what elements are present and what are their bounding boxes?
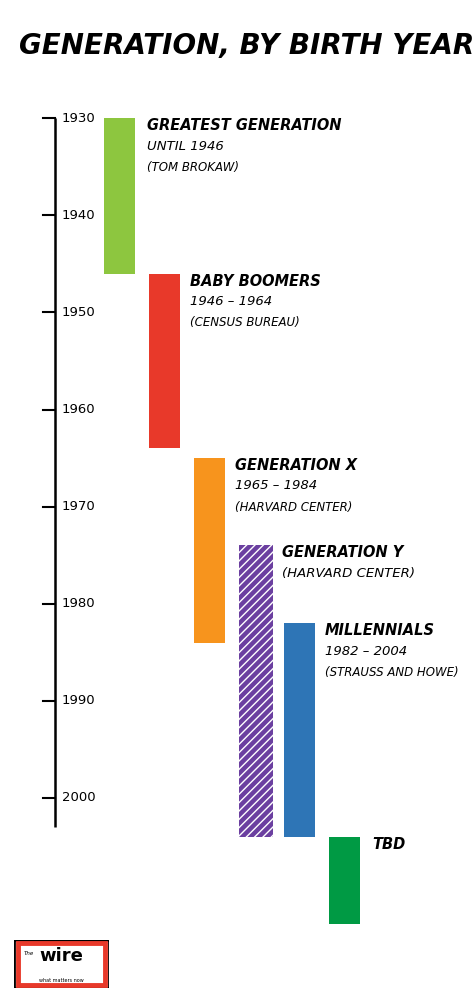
Text: GENERATION Y: GENERATION Y xyxy=(282,545,403,560)
Bar xyxy=(239,545,273,837)
Text: 2000: 2000 xyxy=(62,791,95,804)
Text: 1960: 1960 xyxy=(62,403,95,416)
Text: what matters now: what matters now xyxy=(39,978,84,983)
Bar xyxy=(104,118,135,274)
Text: (STRAUSS AND HOWE): (STRAUSS AND HOWE) xyxy=(325,666,458,679)
Bar xyxy=(149,274,180,449)
Text: 1930: 1930 xyxy=(62,112,95,125)
Text: BABY BOOMERS: BABY BOOMERS xyxy=(190,274,320,289)
Bar xyxy=(239,545,273,837)
Text: 1982 – 2004: 1982 – 2004 xyxy=(325,644,407,657)
Bar xyxy=(18,943,105,985)
Text: TBD: TBD xyxy=(372,837,405,852)
Text: GENERATION X: GENERATION X xyxy=(235,458,356,473)
Text: 1970: 1970 xyxy=(62,500,95,513)
Text: GENERATION, BY BIRTH YEAR: GENERATION, BY BIRTH YEAR xyxy=(19,32,474,60)
Text: 1940: 1940 xyxy=(62,209,95,221)
Text: The: The xyxy=(24,951,34,956)
Text: UNTIL 1946: UNTIL 1946 xyxy=(147,140,224,153)
Text: 1946 – 1964: 1946 – 1964 xyxy=(190,295,272,308)
Text: 1980: 1980 xyxy=(62,597,95,611)
Bar xyxy=(194,458,225,642)
Text: GREATEST GENERATION: GREATEST GENERATION xyxy=(147,118,341,133)
Text: 1990: 1990 xyxy=(62,694,95,707)
Bar xyxy=(329,837,360,924)
Text: (HARVARD CENTER): (HARVARD CENTER) xyxy=(235,500,352,513)
Text: 1965 – 1984: 1965 – 1984 xyxy=(235,480,317,493)
Text: (TOM BROKAW): (TOM BROKAW) xyxy=(147,161,239,174)
Text: (HARVARD CENTER): (HARVARD CENTER) xyxy=(282,567,415,580)
Bar xyxy=(284,624,315,837)
Text: (CENSUS BUREAU): (CENSUS BUREAU) xyxy=(190,317,300,330)
Text: MILLENNIALS: MILLENNIALS xyxy=(325,624,435,638)
Text: 1950: 1950 xyxy=(62,306,95,319)
Text: wire: wire xyxy=(40,946,83,964)
